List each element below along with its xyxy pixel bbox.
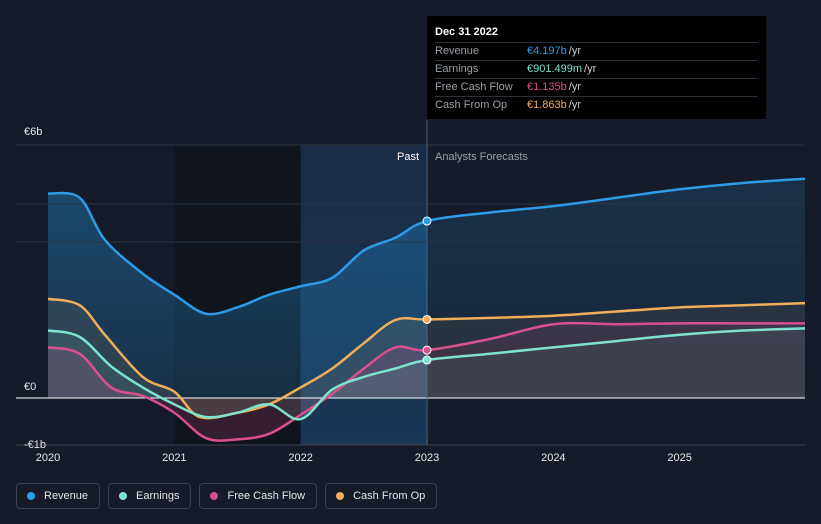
y-tick-label: €0	[24, 381, 36, 393]
legend-item-free-cash-flow[interactable]: Free Cash Flow	[199, 483, 318, 509]
legend-item-cash-from-op[interactable]: Cash From Op	[325, 483, 438, 509]
legend-item-revenue[interactable]: Revenue	[16, 483, 101, 509]
tooltip-value: €1.863b	[527, 99, 567, 111]
legend-item-earnings[interactable]: Earnings	[108, 483, 192, 509]
legend-dot-icon	[27, 492, 35, 500]
marker-cash-from-op	[422, 314, 432, 324]
tooltip-row-cash-from-op: Cash From Op €1.863b /yr	[435, 96, 758, 114]
legend-dot-icon	[336, 492, 345, 500]
x-tick-label: 2020	[36, 452, 60, 464]
area-earnings	[427, 328, 805, 398]
y-tick-label: €6b	[24, 126, 42, 138]
marker-free-cash-flow	[422, 345, 432, 355]
area-free-cash-flow	[427, 323, 805, 398]
tooltip-unit: /yr	[568, 99, 581, 111]
tooltip-label: Free Cash Flow	[435, 81, 513, 93]
tooltip-value: €1.135b	[527, 81, 567, 93]
legend-label: Free Cash Flow	[227, 490, 306, 502]
tooltip-label: Cash From Op	[435, 99, 508, 111]
line-free-cash-flow	[47, 321, 805, 442]
marker-earnings	[422, 355, 432, 365]
tooltip-row-revenue: Revenue €4.197b /yr	[435, 42, 758, 60]
tooltip-unit: /yr	[568, 81, 581, 93]
area-revenue	[48, 192, 427, 398]
tooltip-label: Revenue	[435, 45, 480, 57]
past-label: Past	[397, 151, 419, 163]
tooltip-row-earnings: Earnings €901.499m /yr	[435, 60, 758, 78]
tooltip: Dec 31 2022 Revenue €4.197b /yr Earnings…	[427, 16, 766, 119]
area-revenue	[427, 178, 805, 398]
legend: Revenue Earnings Free Cash Flow Cash Fro…	[16, 483, 438, 509]
line-cash-from-op	[47, 297, 806, 420]
tooltip-value: €901.499m	[527, 63, 583, 75]
x-tick-label: 2022	[288, 452, 312, 464]
legend-label: Cash From Op	[353, 490, 426, 502]
tooltip-date: Dec 31 2022	[435, 26, 498, 38]
forecast-label: Analysts Forecasts	[435, 151, 528, 163]
legend-dot-icon	[210, 492, 219, 500]
y-tick-label: -€1b	[24, 439, 46, 451]
area-free-cash-flow	[48, 346, 427, 441]
tooltip-value: €4.197b	[527, 45, 567, 57]
tooltip-unit: /yr	[568, 45, 581, 57]
x-tick-label: 2023	[415, 452, 439, 464]
line-revenue	[47, 177, 806, 316]
area-cash-from-op	[427, 303, 805, 398]
legend-label: Earnings	[136, 490, 180, 502]
x-tick-label: 2021	[162, 452, 186, 464]
tooltip-label: Earnings	[435, 63, 479, 75]
x-tick-label: 2025	[667, 452, 691, 464]
tooltip-unit: /yr	[584, 63, 597, 75]
x-tick-label: 2024	[541, 452, 565, 464]
legend-label: Revenue	[44, 490, 89, 502]
legend-dot-icon	[119, 492, 128, 500]
marker-revenue	[422, 216, 432, 226]
tooltip-row-free-cash-flow: Free Cash Flow €1.135b /yr	[435, 78, 758, 96]
line-earnings	[47, 327, 806, 421]
